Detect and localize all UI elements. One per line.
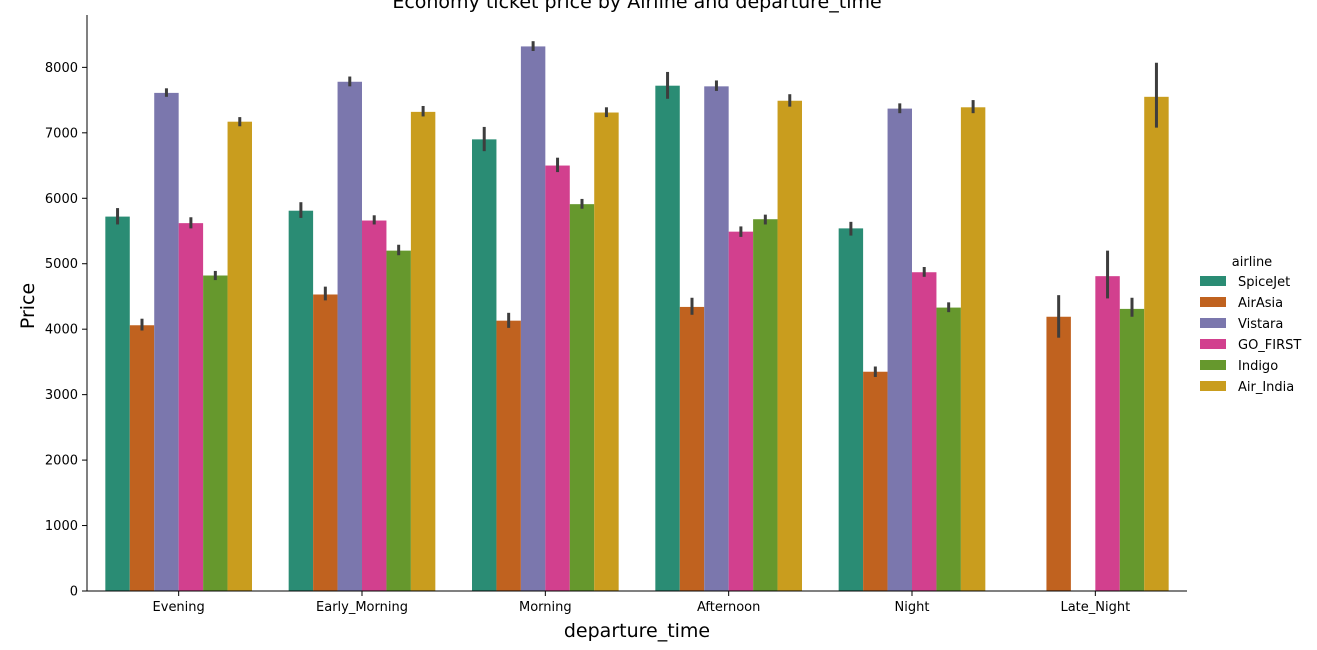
bar-SpiceJet-Night	[838, 228, 864, 591]
bar-Air_India-Morning	[594, 112, 619, 591]
bar-GO_FIRST-Night	[912, 272, 937, 591]
legend: airline SpiceJet AirAsia Vistara GO_FIRST In…	[1200, 255, 1301, 395]
bar-SpiceJet-Morning	[472, 139, 497, 591]
y-ticks: 0 1000 2000 3000 4000 5000 6000 7000 8000	[45, 61, 87, 600]
legend-swatch-AirAsia	[1200, 297, 1226, 307]
bar-GO_FIRST-Afternoon	[728, 231, 754, 591]
bar-Indigo-Late_Night	[1119, 308, 1145, 591]
bar-GO_FIRST-Evening	[178, 223, 204, 592]
bar-Air_India-Evening	[227, 121, 252, 591]
legend-swatch-Vistara	[1200, 318, 1226, 328]
x-axis-label: departure_time	[564, 620, 710, 642]
x-tick-label: Afternoon	[697, 600, 760, 615]
bar-GO_FIRST-Late_Night	[1095, 276, 1120, 591]
y-tick-label: 8000	[45, 61, 78, 76]
x-ticks: Evening Early_Morning Morning Afternoon Nigh…	[153, 591, 1130, 615]
x-tick-label: Early_Morning	[316, 600, 408, 615]
legend-swatch-Indigo	[1200, 360, 1226, 370]
y-tick-label: 3000	[45, 388, 78, 403]
chart-title: Economy ticket price by Airline and depa…	[392, 0, 881, 13]
bar-SpiceJet-Evening	[105, 216, 130, 591]
y-tick-label: 2000	[45, 454, 78, 469]
bar-Vistara-Afternoon	[704, 86, 729, 591]
x-tick-label: Morning	[519, 600, 572, 615]
bar-SpiceJet-Afternoon	[655, 85, 680, 591]
bar-GO_FIRST-Early_Morning	[362, 220, 387, 591]
bar-Indigo-Early_Morning	[386, 250, 411, 592]
legend-swatch-Air_India	[1200, 381, 1226, 391]
bar-AirAsia-Night	[863, 371, 888, 591]
bar-AirAsia-Morning	[496, 320, 521, 591]
bar-AirAsia-Evening	[129, 325, 155, 591]
x-tick-label: Night	[895, 600, 930, 615]
bar-GO_FIRST-Morning	[545, 165, 570, 591]
legend-title: airline	[1232, 255, 1272, 270]
legend-swatch-SpiceJet	[1200, 276, 1226, 286]
legend-label-AirAsia: AirAsia	[1238, 296, 1283, 311]
bar-Vistara-Early_Morning	[337, 81, 362, 591]
errorbars-layer	[116, 41, 1158, 377]
y-tick-label: 7000	[45, 126, 78, 141]
bar-Indigo-Afternoon	[753, 219, 778, 591]
y-tick-label: 1000	[45, 519, 78, 534]
bar-Air_India-Night	[960, 107, 986, 592]
legend-label-SpiceJet: SpiceJet	[1238, 275, 1290, 290]
legend-swatch-GO_FIRST	[1200, 339, 1226, 349]
legend-label-Vistara: Vistara	[1238, 317, 1283, 332]
x-tick-label: Evening	[153, 600, 205, 615]
y-tick-label: 0	[70, 585, 78, 600]
legend-label-Indigo: Indigo	[1238, 359, 1278, 374]
x-tick-label: Late_Night	[1060, 600, 1130, 615]
y-tick-label: 4000	[45, 323, 78, 338]
y-axis-label: Price	[17, 283, 39, 329]
legend-label-Air_India: Air_India	[1238, 380, 1294, 395]
bar-AirAsia-Afternoon	[679, 306, 705, 591]
legend-label-GO_FIRST: GO_FIRST	[1238, 338, 1301, 353]
bar-Indigo-Night	[936, 307, 961, 591]
bar-Vistara-Morning	[520, 46, 546, 591]
bar-Vistara-Evening	[154, 92, 179, 592]
bar-Air_India-Early_Morning	[410, 111, 436, 591]
bar-Vistara-Night	[887, 108, 912, 591]
bar-Air_India-Late_Night	[1144, 96, 1169, 592]
bar-SpiceJet-Early_Morning	[288, 210, 314, 591]
bar-Air_India-Afternoon	[777, 100, 802, 591]
bars-layer	[105, 46, 1169, 592]
y-tick-label: 6000	[45, 192, 78, 207]
y-tick-label: 5000	[45, 257, 78, 272]
bar-AirAsia-Early_Morning	[313, 294, 338, 591]
bar-Indigo-Evening	[203, 275, 228, 591]
bar-Indigo-Morning	[569, 204, 595, 591]
bar-AirAsia-Late_Night	[1046, 316, 1071, 591]
